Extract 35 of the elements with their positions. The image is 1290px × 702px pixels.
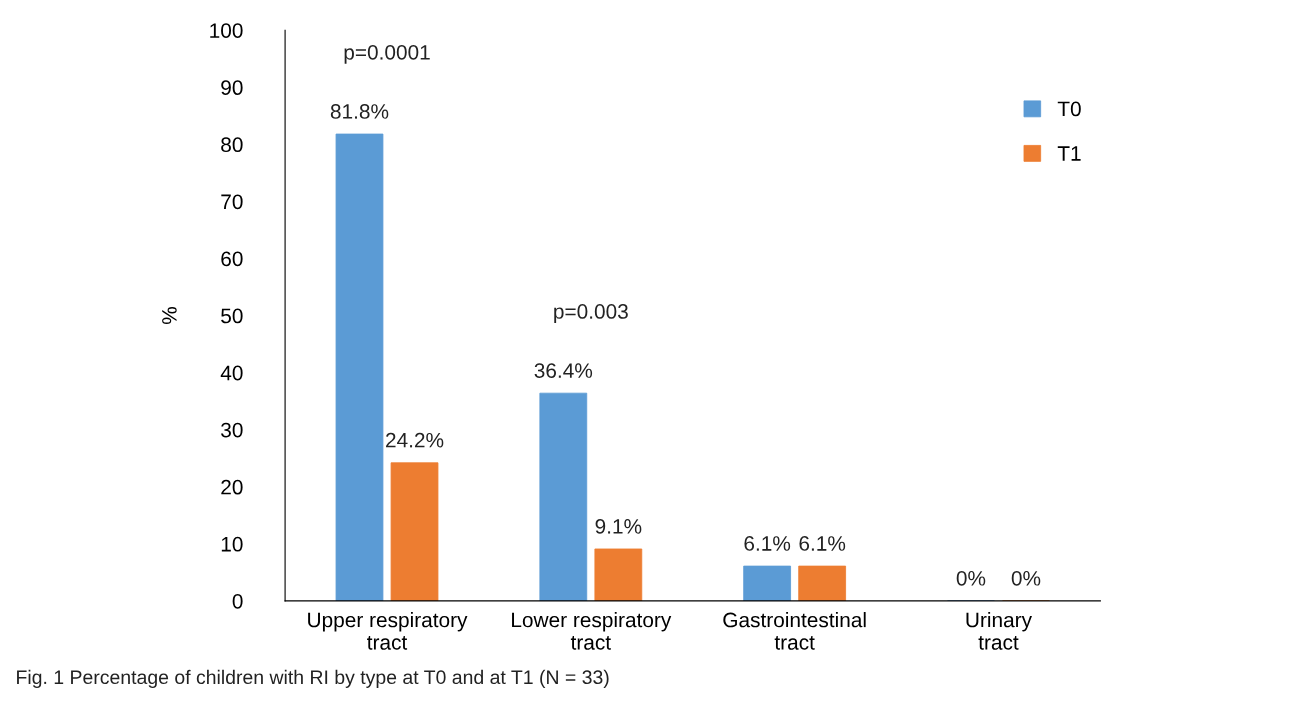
bar (743, 565, 791, 601)
x-tick-label: Lower respiratory tract (512, 612, 672, 650)
y-tick-label: 50 (221, 308, 243, 324)
data-label: 0% (1011, 570, 1041, 586)
data-label: 0% (956, 570, 986, 586)
y-tick-label: 0 (232, 593, 243, 609)
data-label: 36.4% (534, 363, 593, 378)
bar (335, 133, 384, 601)
annotation: p=0.003 (554, 304, 628, 323)
y-axis-title: % (162, 307, 177, 325)
bar (798, 565, 847, 601)
y-tick-label: 30 (221, 422, 243, 438)
y-tick-label: 100 (210, 23, 243, 38)
data-label: 6.1% (744, 536, 791, 551)
y-tick-label: 80 (221, 137, 243, 153)
annotation: p=0.0001 (344, 45, 430, 64)
data-label: 81.8% (330, 104, 389, 119)
data-label: 6.1% (799, 536, 846, 551)
caption: Fig. 1 Percentage of children with RI by type at T0 and at T1 (N = 33) (17, 669, 609, 688)
bar (539, 392, 588, 601)
y-tick-label: 10 (221, 536, 243, 552)
bar (594, 548, 643, 601)
legend-label: T1 (1057, 146, 1081, 161)
legend-label: T0 (1057, 101, 1081, 117)
data-label: 9.1% (595, 518, 642, 534)
x-tick-label: Gastrointestinal tract (723, 612, 866, 650)
y-tick-label: 90 (221, 80, 243, 96)
y-tick-label: 40 (220, 365, 243, 381)
y-tick-label: 60 (221, 251, 243, 267)
y-tick-label: 70 (221, 194, 243, 210)
y-tick-label: 20 (221, 479, 243, 495)
bar (390, 462, 439, 601)
x-tick-label: Upper respiratory tract (308, 612, 468, 650)
x-tick-label: Urinary tract (966, 612, 1032, 650)
data-label: 24.2% (386, 432, 444, 448)
